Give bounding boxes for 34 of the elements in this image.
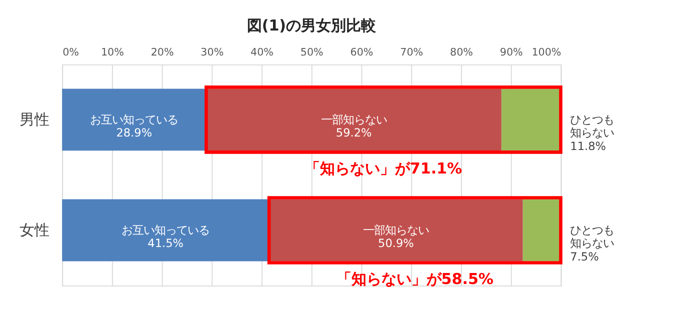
bar: [206, 88, 502, 151]
x-tick-label: 90%: [500, 46, 524, 58]
x-tick-label: 50%: [300, 46, 324, 58]
data-label: 11.8%: [570, 140, 606, 153]
x-tick-label: 100%: [532, 46, 562, 58]
text: ひとつも知らない: [570, 224, 614, 250]
y-tick-label: 男性: [19, 110, 50, 128]
series-label: ひとつも知らない: [570, 113, 614, 140]
x-tick-label: 0%: [62, 46, 80, 58]
data-label: 50.9%: [378, 237, 414, 250]
bar: [522, 199, 560, 262]
x-tick-label: 10%: [100, 46, 124, 58]
x-tick-label: 60%: [350, 46, 374, 58]
data-label: 59.2%: [336, 126, 372, 140]
text: お互い知っている: [122, 224, 210, 237]
x-tick-label: 30%: [200, 46, 224, 58]
x-tick-label: 80%: [450, 46, 474, 58]
bar: [62, 88, 206, 151]
x-tick-label: 20%: [150, 46, 174, 58]
x-tick-label: 40%: [250, 46, 274, 58]
bar: [501, 88, 560, 151]
data-label: 7.5%: [570, 250, 600, 264]
bar: [269, 199, 523, 262]
annotation: 「知らない」が71.1%: [304, 159, 462, 178]
series-label: 一部知らない: [320, 113, 387, 126]
chart-title: 図(1)の男女別比較: [246, 16, 378, 35]
data-label: 41.5%: [148, 237, 184, 250]
annotation: 「知らない」が58.5%: [336, 270, 494, 288]
text: 一部知らない: [362, 224, 429, 237]
series-label: お互い知っている: [90, 113, 178, 126]
bar: [62, 199, 270, 262]
x-tick-label: 70%: [400, 46, 424, 58]
y-tick-label: 女性: [19, 220, 50, 239]
data-label: 28.9%: [116, 126, 152, 140]
